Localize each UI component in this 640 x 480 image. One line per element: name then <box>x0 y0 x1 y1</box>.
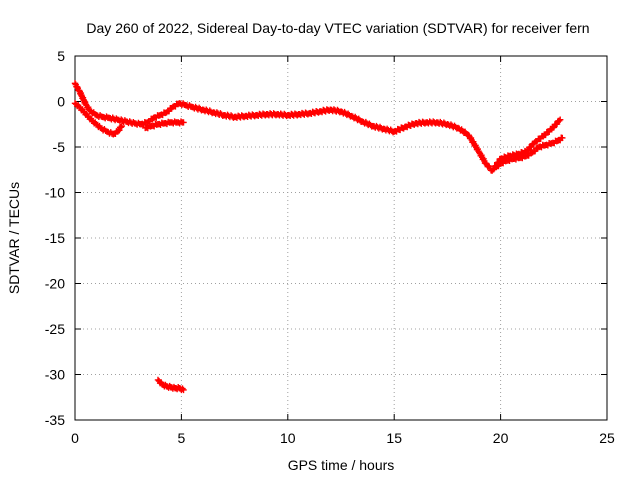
lower-branch-point <box>117 123 125 131</box>
outlier-segment-point <box>179 385 186 392</box>
y-axis-label: SDTVAR / TECUs <box>6 182 22 294</box>
y-tick-label: -25 <box>45 321 65 337</box>
outlier-segment-point <box>180 386 187 394</box>
main-trace-point <box>556 116 564 123</box>
mid-branch-point <box>180 119 187 126</box>
main-trace-point <box>71 80 79 87</box>
y-tick-label: -20 <box>45 276 65 292</box>
main-trace-point <box>73 83 81 91</box>
y-tick-label: 0 <box>57 94 65 110</box>
y-tick-label: -35 <box>45 412 65 428</box>
x-tick-label: 10 <box>280 430 296 446</box>
data-points <box>71 80 566 394</box>
x-tick-label: 20 <box>493 430 509 446</box>
y-tick-label: 5 <box>57 48 65 64</box>
x-axis-label: GPS time / hours <box>288 457 395 473</box>
x-tick-label: 5 <box>178 430 186 446</box>
x-tick-label: 25 <box>599 430 615 446</box>
y-tick-label: -5 <box>53 139 66 155</box>
y-tick-label: -30 <box>45 367 65 383</box>
y-tick-label: -15 <box>45 230 65 246</box>
lower-branch-point <box>118 122 126 130</box>
main-trace-point <box>555 117 563 125</box>
chart-title: Day 260 of 2022, Sidereal Day-to-day VTE… <box>86 20 589 36</box>
late-branches-point <box>559 134 566 142</box>
axis-ticks: 0 5 10 15 20 25 5 0 -5 -10 -15 -20 -25 -30 -35 <box>45 48 615 446</box>
x-tick-label: 15 <box>386 430 402 446</box>
y-tick-label: -10 <box>45 185 65 201</box>
x-tick-label: 0 <box>71 430 79 446</box>
